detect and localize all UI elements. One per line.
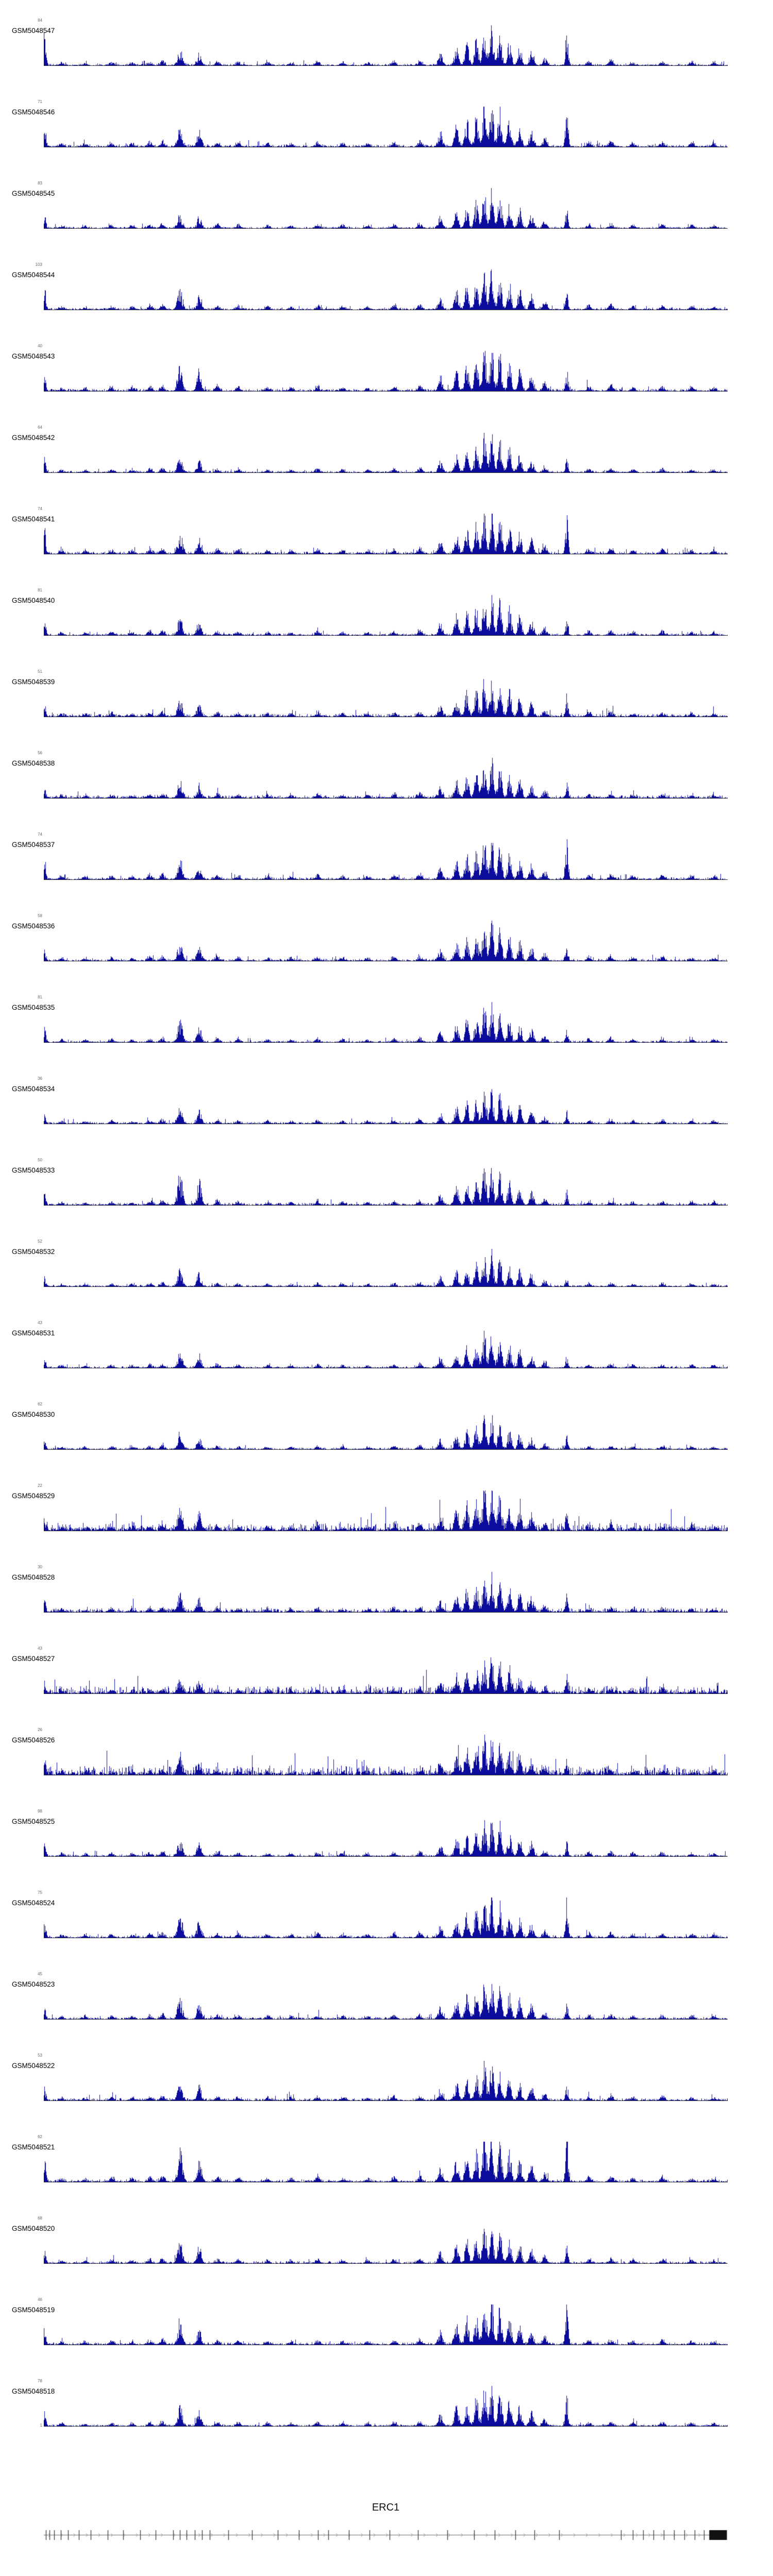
track-signal-canvas bbox=[44, 1730, 728, 1775]
signal-track-row: GSM5048522 53 bbox=[0, 2053, 773, 2135]
gene-track: ERC1 bbox=[0, 2461, 773, 2576]
track-ymax-value: 62 bbox=[38, 2134, 42, 2139]
signal-track-row: GSM5048529 22 bbox=[0, 1483, 773, 1565]
signal-track-row: GSM5048539 51 bbox=[0, 669, 773, 751]
signal-track-row: GSM5048543 40 bbox=[0, 344, 773, 426]
signal-track-row: GSM5048532 52 bbox=[0, 1239, 773, 1321]
signal-track-row: GSM5048519 46 bbox=[0, 2297, 773, 2379]
signal-track-row: GSM5048530 62 bbox=[0, 1402, 773, 1484]
track-ymin-value: 1 bbox=[40, 2423, 42, 2428]
signal-track-row: GSM5048541 74 bbox=[0, 506, 773, 588]
signal-track-row: GSM5048535 81 bbox=[0, 995, 773, 1077]
track-ymax-value: 75 bbox=[38, 1890, 42, 1895]
track-ymax-value: 52 bbox=[38, 1239, 42, 1244]
signal-tracks-container: GSM5048547 84 GSM5048546 71 GSM5048545 83 GSM5… bbox=[0, 18, 773, 2461]
track-ymax-value: 74 bbox=[38, 506, 42, 511]
track-ymax-value: 78 bbox=[38, 2379, 42, 2383]
signal-track-row: GSM5048545 83 bbox=[0, 181, 773, 263]
signal-track-row: GSM5048531 43 bbox=[0, 1320, 773, 1402]
track-signal-canvas bbox=[44, 1567, 728, 1613]
track-signal-canvas bbox=[44, 428, 728, 473]
track-signal-canvas bbox=[44, 1160, 728, 1206]
track-ymax-value: 64 bbox=[38, 425, 42, 430]
track-signal-canvas bbox=[44, 2137, 728, 2182]
signal-track-row: GSM5048518 78 1 bbox=[0, 2379, 773, 2461]
track-ymax-value: 58 bbox=[38, 913, 42, 918]
track-signal-canvas bbox=[44, 1893, 728, 1938]
track-signal-canvas bbox=[44, 753, 728, 799]
track-ymax-value: 98 bbox=[38, 1809, 42, 1814]
track-signal-canvas bbox=[44, 2381, 728, 2427]
signal-track-row: GSM5048534 36 bbox=[0, 1076, 773, 1158]
track-signal-canvas bbox=[44, 2056, 728, 2101]
signal-track-row: GSM5048524 75 bbox=[0, 1890, 773, 1972]
signal-track-row: GSM5048542 64 bbox=[0, 425, 773, 507]
signal-track-row: GSM5048520 68 bbox=[0, 2216, 773, 2298]
track-signal-canvas bbox=[44, 672, 728, 717]
signal-track-row: GSM5048526 26 bbox=[0, 1727, 773, 1809]
track-ymax-value: 84 bbox=[38, 18, 42, 23]
signal-track-row: GSM5048523 45 bbox=[0, 1972, 773, 2054]
track-signal-canvas bbox=[44, 346, 728, 392]
track-ymax-value: 43 bbox=[38, 1320, 42, 1325]
track-signal-canvas bbox=[44, 1974, 728, 2020]
track-signal-canvas bbox=[44, 997, 728, 1043]
track-ymax-value: 50 bbox=[38, 1158, 42, 1162]
track-ymax-value: 30 bbox=[38, 1565, 42, 1569]
signal-track-row: GSM5048533 50 bbox=[0, 1158, 773, 1240]
track-ymax-value: 81 bbox=[38, 995, 42, 999]
signal-track-row: GSM5048537 74 bbox=[0, 832, 773, 914]
track-ymax-value: 53 bbox=[38, 2053, 42, 2058]
track-signal-canvas bbox=[44, 1811, 728, 1857]
track-signal-canvas bbox=[44, 21, 728, 66]
track-ymax-value: 56 bbox=[38, 751, 42, 755]
track-ymax-value: 22 bbox=[38, 1483, 42, 1488]
track-ymax-value: 62 bbox=[38, 1402, 42, 1406]
gene-name-label: ERC1 bbox=[372, 2502, 400, 2513]
gene-model-canvas bbox=[44, 2517, 734, 2553]
track-signal-canvas bbox=[44, 509, 728, 554]
track-signal-canvas bbox=[44, 590, 728, 636]
signal-track-row: GSM5048525 98 bbox=[0, 1809, 773, 1891]
track-ymax-value: 36 bbox=[38, 1076, 42, 1081]
track-ymax-value: 71 bbox=[38, 99, 42, 104]
signal-track-row: GSM5048540 81 bbox=[0, 588, 773, 670]
track-signal-canvas bbox=[44, 916, 728, 961]
track-ymax-value: 45 bbox=[38, 1972, 42, 1976]
track-ymax-value: 43 bbox=[38, 1646, 42, 1651]
track-signal-canvas bbox=[44, 1404, 728, 1450]
track-ymax-value: 103 bbox=[35, 262, 42, 267]
signal-track-row: GSM5048538 56 bbox=[0, 751, 773, 833]
signal-track-row: GSM5048546 71 bbox=[0, 99, 773, 181]
track-signal-canvas bbox=[44, 2218, 728, 2264]
track-signal-canvas bbox=[44, 835, 728, 880]
track-ymax-value: 26 bbox=[38, 1727, 42, 1732]
signal-track-row: GSM5048547 84 bbox=[0, 18, 773, 100]
track-ymax-value: 83 bbox=[38, 181, 42, 185]
track-signal-canvas bbox=[44, 1486, 728, 1531]
signal-track-row: GSM5048521 62 bbox=[0, 2134, 773, 2216]
track-signal-canvas bbox=[44, 102, 728, 147]
track-ymax-value: 74 bbox=[38, 832, 42, 837]
signal-track-row: GSM5048527 43 bbox=[0, 1646, 773, 1728]
track-ymax-value: 46 bbox=[38, 2297, 42, 2302]
signal-track-row: GSM5048536 58 bbox=[0, 913, 773, 995]
track-signal-canvas bbox=[44, 1079, 728, 1124]
track-signal-canvas bbox=[44, 1649, 728, 1694]
track-ymax-value: 51 bbox=[38, 669, 42, 674]
track-signal-canvas bbox=[44, 183, 728, 229]
signal-track-row: GSM5048544 103 bbox=[0, 262, 773, 344]
track-signal-canvas bbox=[44, 1242, 728, 1287]
track-signal-canvas bbox=[44, 2300, 728, 2345]
signal-track-row: GSM5048528 30 bbox=[0, 1565, 773, 1647]
track-ymax-value: 40 bbox=[38, 344, 42, 348]
track-ymax-value: 68 bbox=[38, 2216, 42, 2221]
track-signal-canvas bbox=[44, 1323, 728, 1368]
track-ymax-value: 81 bbox=[38, 588, 42, 592]
track-signal-canvas bbox=[44, 265, 728, 310]
